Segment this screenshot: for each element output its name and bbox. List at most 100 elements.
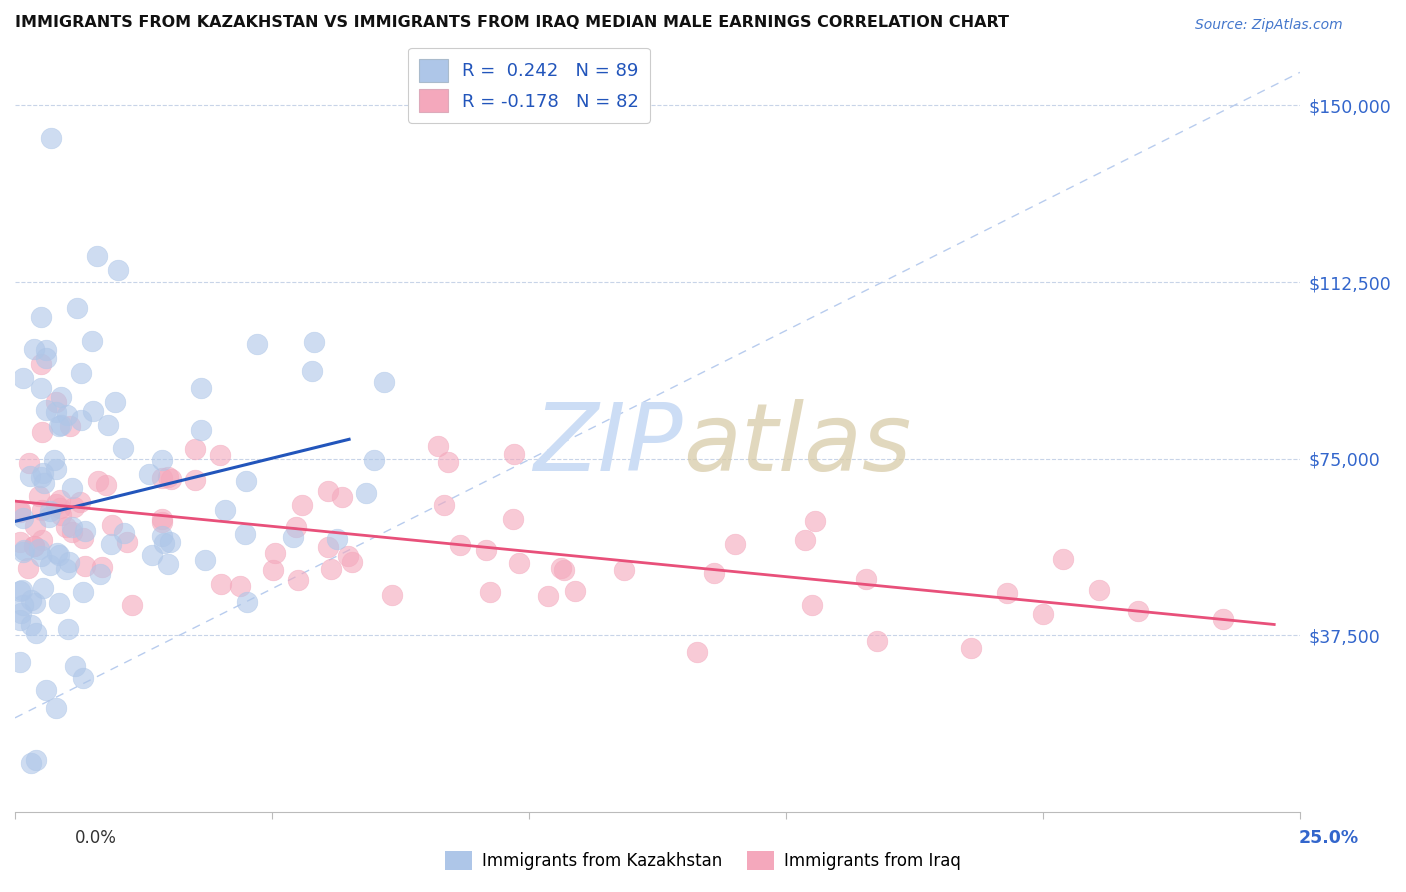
Point xyxy=(35,682,58,697)
Point xyxy=(45,395,67,409)
Point xyxy=(30,358,52,372)
Point xyxy=(10,503,32,517)
Point xyxy=(55,519,77,533)
Point xyxy=(11,598,34,612)
Point xyxy=(31,582,53,596)
Point xyxy=(38,509,60,524)
Text: 25.0%: 25.0% xyxy=(1299,829,1358,847)
Point xyxy=(138,467,160,482)
Point xyxy=(30,381,52,395)
Point xyxy=(304,335,326,350)
Point xyxy=(18,468,41,483)
Point xyxy=(97,418,120,433)
Point xyxy=(31,466,53,480)
Point xyxy=(436,454,458,468)
Point xyxy=(190,381,212,395)
Point xyxy=(63,659,86,673)
Point xyxy=(478,584,501,599)
Point xyxy=(373,375,395,389)
Point xyxy=(184,442,207,457)
Text: Source: ZipAtlas.com: Source: ZipAtlas.com xyxy=(1195,18,1343,31)
Point xyxy=(321,561,343,575)
Point xyxy=(865,634,887,648)
Point xyxy=(35,403,58,417)
Point xyxy=(20,593,42,607)
Point xyxy=(59,418,82,433)
Point xyxy=(184,473,207,487)
Point xyxy=(613,563,636,577)
Point xyxy=(960,641,983,656)
Point xyxy=(564,583,586,598)
Point xyxy=(48,549,70,563)
Point xyxy=(264,546,287,560)
Point xyxy=(22,540,45,554)
Point xyxy=(214,502,236,516)
Point xyxy=(82,334,104,348)
Point xyxy=(152,512,174,526)
Point xyxy=(262,563,284,577)
Point xyxy=(474,543,496,558)
Point xyxy=(11,371,34,385)
Point xyxy=(433,498,456,512)
Point xyxy=(17,561,39,575)
Point xyxy=(32,475,55,490)
Point xyxy=(103,394,125,409)
Point xyxy=(502,512,524,526)
Point xyxy=(91,559,114,574)
Point xyxy=(112,441,135,455)
Point xyxy=(49,500,72,515)
Text: atlas: atlas xyxy=(683,399,911,490)
Point xyxy=(284,519,307,533)
Point xyxy=(229,579,252,593)
Point xyxy=(194,553,217,567)
Point xyxy=(8,535,31,549)
Point xyxy=(31,503,53,517)
Point xyxy=(800,598,823,612)
Point xyxy=(235,474,257,488)
Point xyxy=(35,343,58,358)
Point xyxy=(28,541,51,556)
Point xyxy=(73,559,96,574)
Point xyxy=(316,540,339,554)
Point xyxy=(150,471,173,485)
Point xyxy=(1128,604,1150,618)
Legend: Immigrants from Kazakhstan, Immigrants from Iraq: Immigrants from Kazakhstan, Immigrants f… xyxy=(439,844,967,877)
Point xyxy=(62,500,84,514)
Point xyxy=(30,470,52,484)
Point xyxy=(56,408,79,422)
Point xyxy=(156,558,179,572)
Point xyxy=(121,598,143,612)
Point xyxy=(153,536,176,550)
Point xyxy=(995,585,1018,599)
Point xyxy=(75,524,97,538)
Point xyxy=(287,574,309,588)
Point xyxy=(502,447,524,461)
Point xyxy=(55,562,77,576)
Point xyxy=(8,614,31,628)
Point xyxy=(70,413,93,427)
Point xyxy=(60,525,83,540)
Point xyxy=(157,470,180,484)
Point xyxy=(363,453,385,467)
Point xyxy=(209,577,232,591)
Point xyxy=(48,419,70,434)
Point xyxy=(82,404,104,418)
Point xyxy=(381,588,404,602)
Text: IMMIGRANTS FROM KAZAKHSTAN VS IMMIGRANTS FROM IRAQ MEDIAN MALE EARNINGS CORRELAT: IMMIGRANTS FROM KAZAKHSTAN VS IMMIGRANTS… xyxy=(15,15,1010,30)
Point xyxy=(22,539,45,553)
Point xyxy=(342,555,364,569)
Point xyxy=(723,536,745,550)
Point xyxy=(56,623,79,637)
Point xyxy=(115,534,138,549)
Point xyxy=(10,582,32,597)
Point xyxy=(508,556,530,570)
Point xyxy=(31,425,53,440)
Point xyxy=(159,535,181,549)
Point xyxy=(24,753,46,767)
Point xyxy=(236,594,259,608)
Point xyxy=(8,583,31,598)
Point xyxy=(24,626,46,640)
Point xyxy=(337,549,360,563)
Point xyxy=(45,701,67,715)
Point xyxy=(51,391,73,405)
